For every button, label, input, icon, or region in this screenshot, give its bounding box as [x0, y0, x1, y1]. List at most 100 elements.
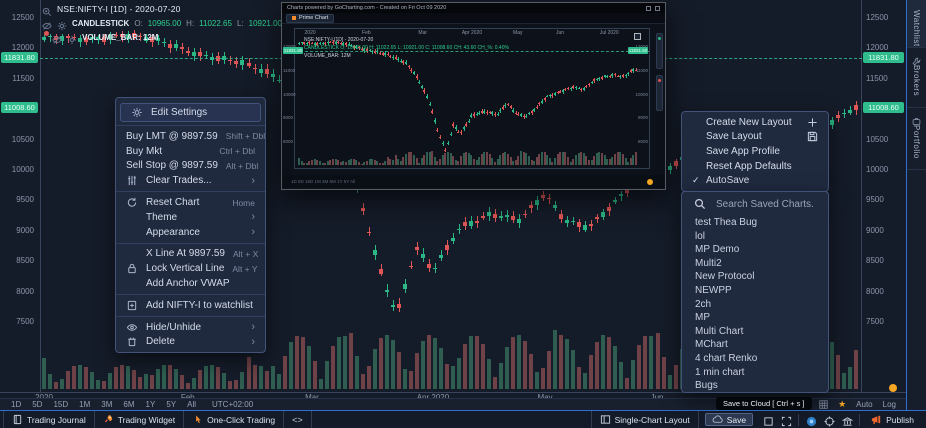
menu-item-appearance[interactable]: Appearance ›	[146, 226, 255, 239]
menu-item-buy-mkt[interactable]: Buy Mkt Ctrl + Dbl	[126, 145, 255, 157]
candle-element	[487, 211, 492, 217]
study-name[interactable]: CANDLESTICK	[72, 18, 130, 28]
candle-element	[463, 222, 468, 226]
saved-chart-item[interactable]: Bugs	[695, 380, 718, 392]
timeframe-button[interactable]: 5Y	[166, 400, 177, 409]
saved-chart-item[interactable]: test Thea Bug	[695, 217, 758, 228]
popup-timeframes[interactable]: 1D 5D 15D 1M 3M 6M 1Y 5Y All	[291, 179, 356, 184]
study-settings-gear-icon[interactable]	[57, 18, 67, 31]
popup-expand-icon[interactable]	[655, 5, 660, 11]
popup-side-tab-1[interactable]	[656, 33, 663, 69]
open-label: O:	[134, 18, 143, 28]
code-widget-button[interactable]: <>	[284, 411, 312, 428]
popup-title-bar[interactable]: Charts powered by GoCharting.com - Creat…	[282, 3, 665, 13]
menu-item-create-new-layout[interactable]: Create New Layout	[682, 115, 828, 130]
timeframe-button[interactable]: 3M	[101, 400, 113, 409]
saved-chart-item[interactable]: 4 chart Renko	[695, 352, 758, 364]
camera-button[interactable]	[802, 412, 820, 427]
timeframe-button[interactable]: 15D	[53, 400, 69, 409]
menu-item-add-anchor-vwap[interactable]: Add Anchor VWAP	[146, 278, 230, 290]
menu-item-add-to-watchlist[interactable]: Add NIFTY-I to watchlist	[116, 298, 265, 313]
timeframe-button[interactable]: All	[187, 400, 197, 409]
hide-volume-icon[interactable]	[52, 32, 62, 44]
menu-item-hide-unhide[interactable]: Hide/Unhide ›	[116, 320, 265, 335]
timeframe-button[interactable]: 1Y	[145, 400, 156, 409]
sidebar-tab-portfolio[interactable]: Portfolio	[907, 108, 926, 170]
saved-chart-item[interactable]: MP Demo	[695, 244, 740, 256]
saved-chart-item[interactable]: Multi2	[695, 257, 722, 269]
saved-chart-item[interactable]: MChart	[695, 339, 728, 351]
menu-item-clear-trades[interactable]: Clear Trades... ›	[116, 173, 265, 188]
saved-chart-item[interactable]: New Protocol	[695, 271, 755, 283]
trading-journal-button[interactable]: Trading Journal	[3, 411, 95, 428]
menu-item-autosave[interactable]: ✓ AutoSave	[692, 175, 750, 187]
layout-window-icon	[600, 414, 611, 425]
brokers-tab-label: Brokers	[912, 65, 921, 97]
candle-element	[428, 259, 430, 273]
trading-widget-button[interactable]: Trading Widget	[95, 411, 185, 428]
saved-chart-item[interactable]: 1 min chart	[695, 366, 745, 378]
zoom-in-icon[interactable]	[42, 4, 52, 17]
candle-element	[258, 366, 263, 389]
favorite-star-icon[interactable]: ★	[838, 399, 847, 409]
log-scale-button[interactable]: Log	[882, 400, 896, 409]
volume-settings-gear-icon[interactable]	[67, 32, 77, 45]
menu-item-reset-chart[interactable]: Reset Chart Home	[116, 195, 265, 210]
menu-item-delete[interactable]: Delete ›	[116, 335, 265, 350]
saved-chart-item[interactable]: MP	[695, 312, 710, 324]
menu-item-save-app-profile[interactable]: Save App Profile	[706, 145, 780, 157]
popup-share-icon[interactable]	[646, 5, 651, 11]
candle-element	[583, 224, 588, 230]
chart-legend-symbol-row: NSE:NIFTY-I [1D] - 2020-07-20	[42, 4, 181, 17]
menu-item-lock-vertical-line[interactable]: Lock Vertical Line Alt + Y	[116, 261, 265, 276]
saved-chart-item[interactable]: lol	[695, 230, 706, 242]
high-price-badge-left: 11831.80	[1, 52, 38, 64]
timeframe-button[interactable]: 6M	[123, 400, 135, 409]
one-click-trading-button[interactable]: One-Click Trading	[184, 411, 285, 428]
menu-item-sell-stop[interactable]: Sell Stop @ 9897.59 Alt + Dbl	[126, 160, 259, 172]
menu-item-x-line[interactable]: X Line At 9897.59 Alt + X	[146, 248, 259, 260]
axis-tick-label: 7500	[16, 317, 34, 326]
publish-button[interactable]: Publish	[863, 411, 922, 428]
candle-element	[523, 341, 528, 389]
menu-item-edit-settings[interactable]: Edit Settings	[121, 104, 260, 121]
saved-chart-item[interactable]: 2ch	[695, 298, 712, 310]
auto-scale-button[interactable]: Auto	[856, 400, 873, 409]
exchange-button[interactable]	[838, 412, 856, 427]
timezone-label[interactable]: UTC+02:00	[212, 400, 254, 409]
hide-study-icon[interactable]	[42, 18, 52, 30]
timeframe-button[interactable]: 5D	[32, 400, 43, 409]
axis-tick-label: 9500	[866, 195, 884, 205]
candle-element	[198, 370, 203, 389]
save-button[interactable]: Save	[704, 413, 754, 426]
target-button[interactable]	[820, 412, 838, 427]
candle-element	[368, 226, 370, 237]
wrench-icon	[912, 53, 921, 66]
timeframe-button[interactable]: 1D	[11, 400, 22, 409]
menu-item-save-layout[interactable]: Save Layout	[682, 130, 828, 145]
volume-study-name[interactable]: VOLUME_BAR: 12M	[82, 32, 159, 42]
grid-settings-icon[interactable]	[819, 400, 828, 409]
fullscreen-button[interactable]	[777, 412, 795, 427]
single-chart-layout-button[interactable]: Single-Chart Layout	[590, 411, 699, 428]
symbol-title[interactable]: NSE:NIFTY-I [1D] - 2020-07-20	[57, 4, 181, 14]
popup-side-tab-2[interactable]	[656, 75, 663, 111]
sidebar-tab-watchlist[interactable]: Watchlist	[907, 0, 926, 48]
menu-item-reset-app-defaults[interactable]: Reset App Defaults	[706, 160, 792, 172]
candle-element	[481, 216, 486, 218]
candle-element	[601, 212, 606, 217]
saved-chart-item[interactable]: NEWPP	[695, 284, 732, 296]
candle-element	[282, 355, 287, 389]
timeframe-button[interactable]: 1M	[79, 400, 91, 409]
screenshot-button[interactable]	[759, 412, 777, 427]
popup-copy-icon[interactable]	[634, 33, 641, 40]
saved-charts-search[interactable]: Search Saved Charts.	[682, 192, 828, 216]
candle-element	[669, 163, 671, 175]
menu-item-buy-lmt[interactable]: Buy LMT @ 9897.59 Shift + Dbl	[126, 130, 266, 142]
saved-chart-item[interactable]: Multi Chart	[695, 325, 744, 337]
candle-element	[402, 368, 407, 389]
popup-tab-prime-chart[interactable]: Prime Chart	[286, 13, 335, 23]
sidebar-tab-brokers[interactable]: Brokers	[907, 48, 926, 108]
axis-tick-label: Mar	[418, 30, 428, 36]
menu-item-theme[interactable]: Theme ›	[146, 211, 255, 224]
